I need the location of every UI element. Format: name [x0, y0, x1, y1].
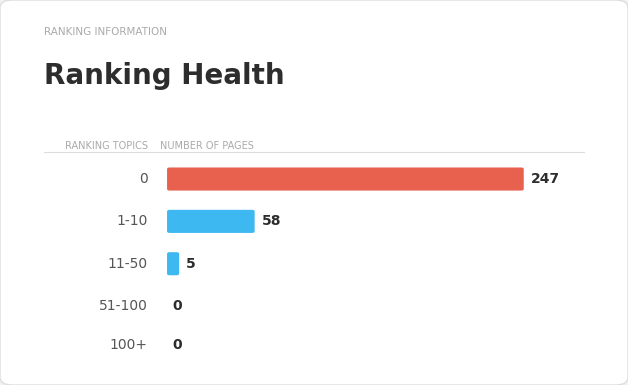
Text: Ranking Health: Ranking Health — [44, 62, 284, 90]
Text: 100+: 100+ — [109, 338, 148, 352]
Text: 1-10: 1-10 — [116, 214, 148, 228]
Text: RANKING TOPICS: RANKING TOPICS — [65, 141, 148, 151]
FancyBboxPatch shape — [167, 252, 179, 275]
Text: 51-100: 51-100 — [99, 299, 148, 313]
Text: 11-50: 11-50 — [107, 257, 148, 271]
Text: 58: 58 — [261, 214, 281, 228]
FancyBboxPatch shape — [167, 210, 254, 233]
Text: 0: 0 — [173, 338, 182, 352]
Text: 247: 247 — [531, 172, 560, 186]
Text: 0: 0 — [139, 172, 148, 186]
Text: 5: 5 — [186, 257, 196, 271]
Text: 0: 0 — [173, 299, 182, 313]
Text: NUMBER OF PAGES: NUMBER OF PAGES — [160, 141, 254, 151]
Text: RANKING INFORMATION: RANKING INFORMATION — [44, 27, 167, 37]
FancyBboxPatch shape — [167, 167, 524, 191]
